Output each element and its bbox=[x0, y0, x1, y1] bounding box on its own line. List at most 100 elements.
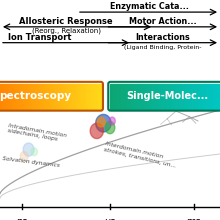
Polygon shape bbox=[90, 123, 103, 139]
Bar bbox=[6, 84, 7, 109]
Bar bbox=[142, 84, 143, 109]
Bar bbox=[47, 84, 48, 109]
Polygon shape bbox=[20, 151, 28, 161]
Bar bbox=[156, 84, 157, 109]
Bar bbox=[33, 84, 34, 109]
Bar bbox=[9, 84, 10, 109]
Bar bbox=[128, 84, 129, 109]
Bar bbox=[134, 84, 135, 109]
Bar bbox=[92, 84, 93, 109]
Bar bbox=[195, 84, 196, 109]
Bar bbox=[188, 84, 189, 109]
Bar bbox=[117, 84, 118, 109]
Text: Solvation dynamics: Solvation dynamics bbox=[2, 156, 60, 168]
Bar bbox=[24, 84, 25, 109]
Bar bbox=[136, 84, 137, 109]
Bar bbox=[180, 84, 181, 109]
Bar bbox=[172, 84, 173, 109]
Bar bbox=[160, 84, 161, 109]
Bar bbox=[219, 84, 220, 109]
Bar bbox=[2, 84, 3, 109]
Bar bbox=[80, 84, 81, 109]
Bar bbox=[194, 84, 195, 109]
Bar bbox=[126, 84, 127, 109]
Bar bbox=[50, 84, 51, 109]
Bar bbox=[149, 84, 150, 109]
Bar bbox=[11, 84, 12, 109]
Bar bbox=[183, 84, 184, 109]
Bar bbox=[0, 84, 1, 109]
Bar bbox=[214, 84, 215, 109]
Bar bbox=[15, 84, 16, 109]
Bar bbox=[162, 84, 163, 109]
Bar bbox=[39, 84, 40, 109]
Text: ns: ns bbox=[16, 217, 28, 220]
Bar bbox=[217, 84, 218, 109]
Bar bbox=[62, 84, 63, 109]
Bar bbox=[91, 84, 92, 109]
Bar bbox=[208, 84, 209, 109]
Bar bbox=[205, 84, 206, 109]
Bar bbox=[73, 84, 74, 109]
Bar bbox=[23, 84, 24, 109]
Bar bbox=[1, 84, 2, 109]
Bar bbox=[5, 84, 6, 109]
Bar bbox=[44, 84, 45, 109]
Bar bbox=[159, 84, 160, 109]
Bar bbox=[14, 84, 15, 109]
Bar bbox=[67, 84, 68, 109]
Bar bbox=[190, 84, 191, 109]
Bar bbox=[48, 84, 49, 109]
Bar bbox=[55, 84, 56, 109]
Bar bbox=[27, 84, 28, 109]
Bar bbox=[127, 84, 128, 109]
Bar bbox=[147, 84, 148, 109]
Bar bbox=[59, 84, 60, 109]
Bar bbox=[177, 84, 178, 109]
Bar bbox=[210, 84, 211, 109]
Bar bbox=[52, 84, 53, 109]
Bar bbox=[88, 84, 89, 109]
Bar bbox=[198, 84, 199, 109]
Bar bbox=[148, 84, 149, 109]
Polygon shape bbox=[31, 148, 37, 156]
Polygon shape bbox=[109, 117, 115, 125]
Bar bbox=[69, 84, 70, 109]
Bar bbox=[179, 84, 180, 109]
Bar bbox=[141, 84, 142, 109]
Bar bbox=[35, 84, 36, 109]
Bar bbox=[49, 84, 50, 109]
Bar bbox=[184, 84, 185, 109]
Bar bbox=[38, 84, 39, 109]
Bar bbox=[213, 84, 214, 109]
Bar bbox=[155, 84, 156, 109]
Bar bbox=[96, 84, 97, 109]
Bar bbox=[151, 84, 152, 109]
Bar bbox=[173, 84, 174, 109]
Bar bbox=[174, 84, 175, 109]
Bar bbox=[58, 84, 59, 109]
Bar bbox=[165, 84, 166, 109]
Bar bbox=[72, 84, 73, 109]
Bar bbox=[8, 84, 9, 109]
Bar bbox=[146, 84, 147, 109]
Bar bbox=[36, 84, 37, 109]
Bar bbox=[97, 84, 99, 109]
Bar bbox=[215, 84, 216, 109]
Bar bbox=[86, 84, 88, 109]
Bar bbox=[75, 84, 77, 109]
Bar bbox=[118, 84, 119, 109]
Bar bbox=[186, 84, 187, 109]
Bar bbox=[135, 84, 136, 109]
Text: Ion Transport: Ion Transport bbox=[8, 33, 71, 42]
Text: pectroscopy: pectroscopy bbox=[0, 91, 71, 101]
Bar bbox=[34, 84, 35, 109]
Bar bbox=[40, 84, 41, 109]
Polygon shape bbox=[23, 143, 34, 156]
Bar bbox=[150, 84, 151, 109]
Bar bbox=[83, 84, 84, 109]
Bar bbox=[45, 84, 46, 109]
Bar bbox=[77, 84, 78, 109]
Bar bbox=[152, 84, 153, 109]
Bar bbox=[154, 84, 155, 109]
